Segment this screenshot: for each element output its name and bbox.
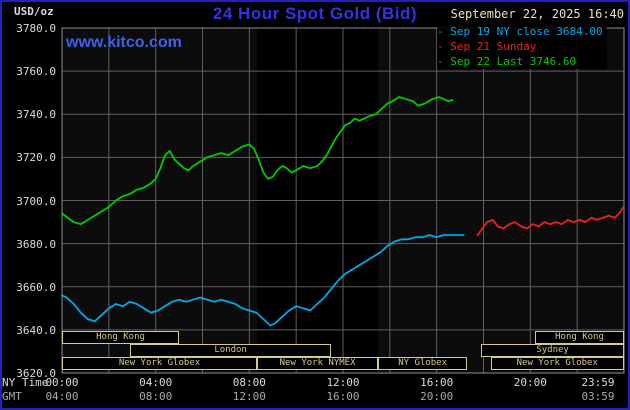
ny-time-axis-label: NY Time	[2, 376, 49, 389]
legend-item: - Sep 22 Last 3746.60	[437, 54, 603, 69]
plot-frame	[61, 27, 625, 374]
legend-label: Sep 19 NY close 3684.00	[450, 25, 603, 38]
legend-label: Sep 21 Sunday	[450, 40, 537, 53]
series-line-sep-19	[61, 234, 465, 327]
kitco-link[interactable]: www.kitco.com	[66, 34, 182, 51]
legend-label: Sep 22 Last 3746.60	[450, 55, 577, 68]
legend: - Sep 19 NY close 3684.00- Sep 21 Sunday…	[437, 24, 607, 69]
legend-marker: -	[437, 55, 451, 68]
unit-label: USD/oz	[14, 5, 54, 18]
legend-item: - Sep 21 Sunday	[437, 39, 603, 54]
legend-item: - Sep 19 NY close 3684.00	[437, 24, 603, 39]
chart-title: 24 Hour Spot Gold (Bid)	[212, 4, 418, 23]
datetime-label: September 22, 2025 16:40	[450, 7, 624, 21]
series-line-sep-21	[476, 206, 625, 236]
legend-marker: -	[437, 25, 451, 38]
gmt-axis-label: GMT	[2, 390, 22, 403]
legend-marker: -	[437, 40, 451, 53]
series-line-sep-22	[61, 96, 454, 226]
